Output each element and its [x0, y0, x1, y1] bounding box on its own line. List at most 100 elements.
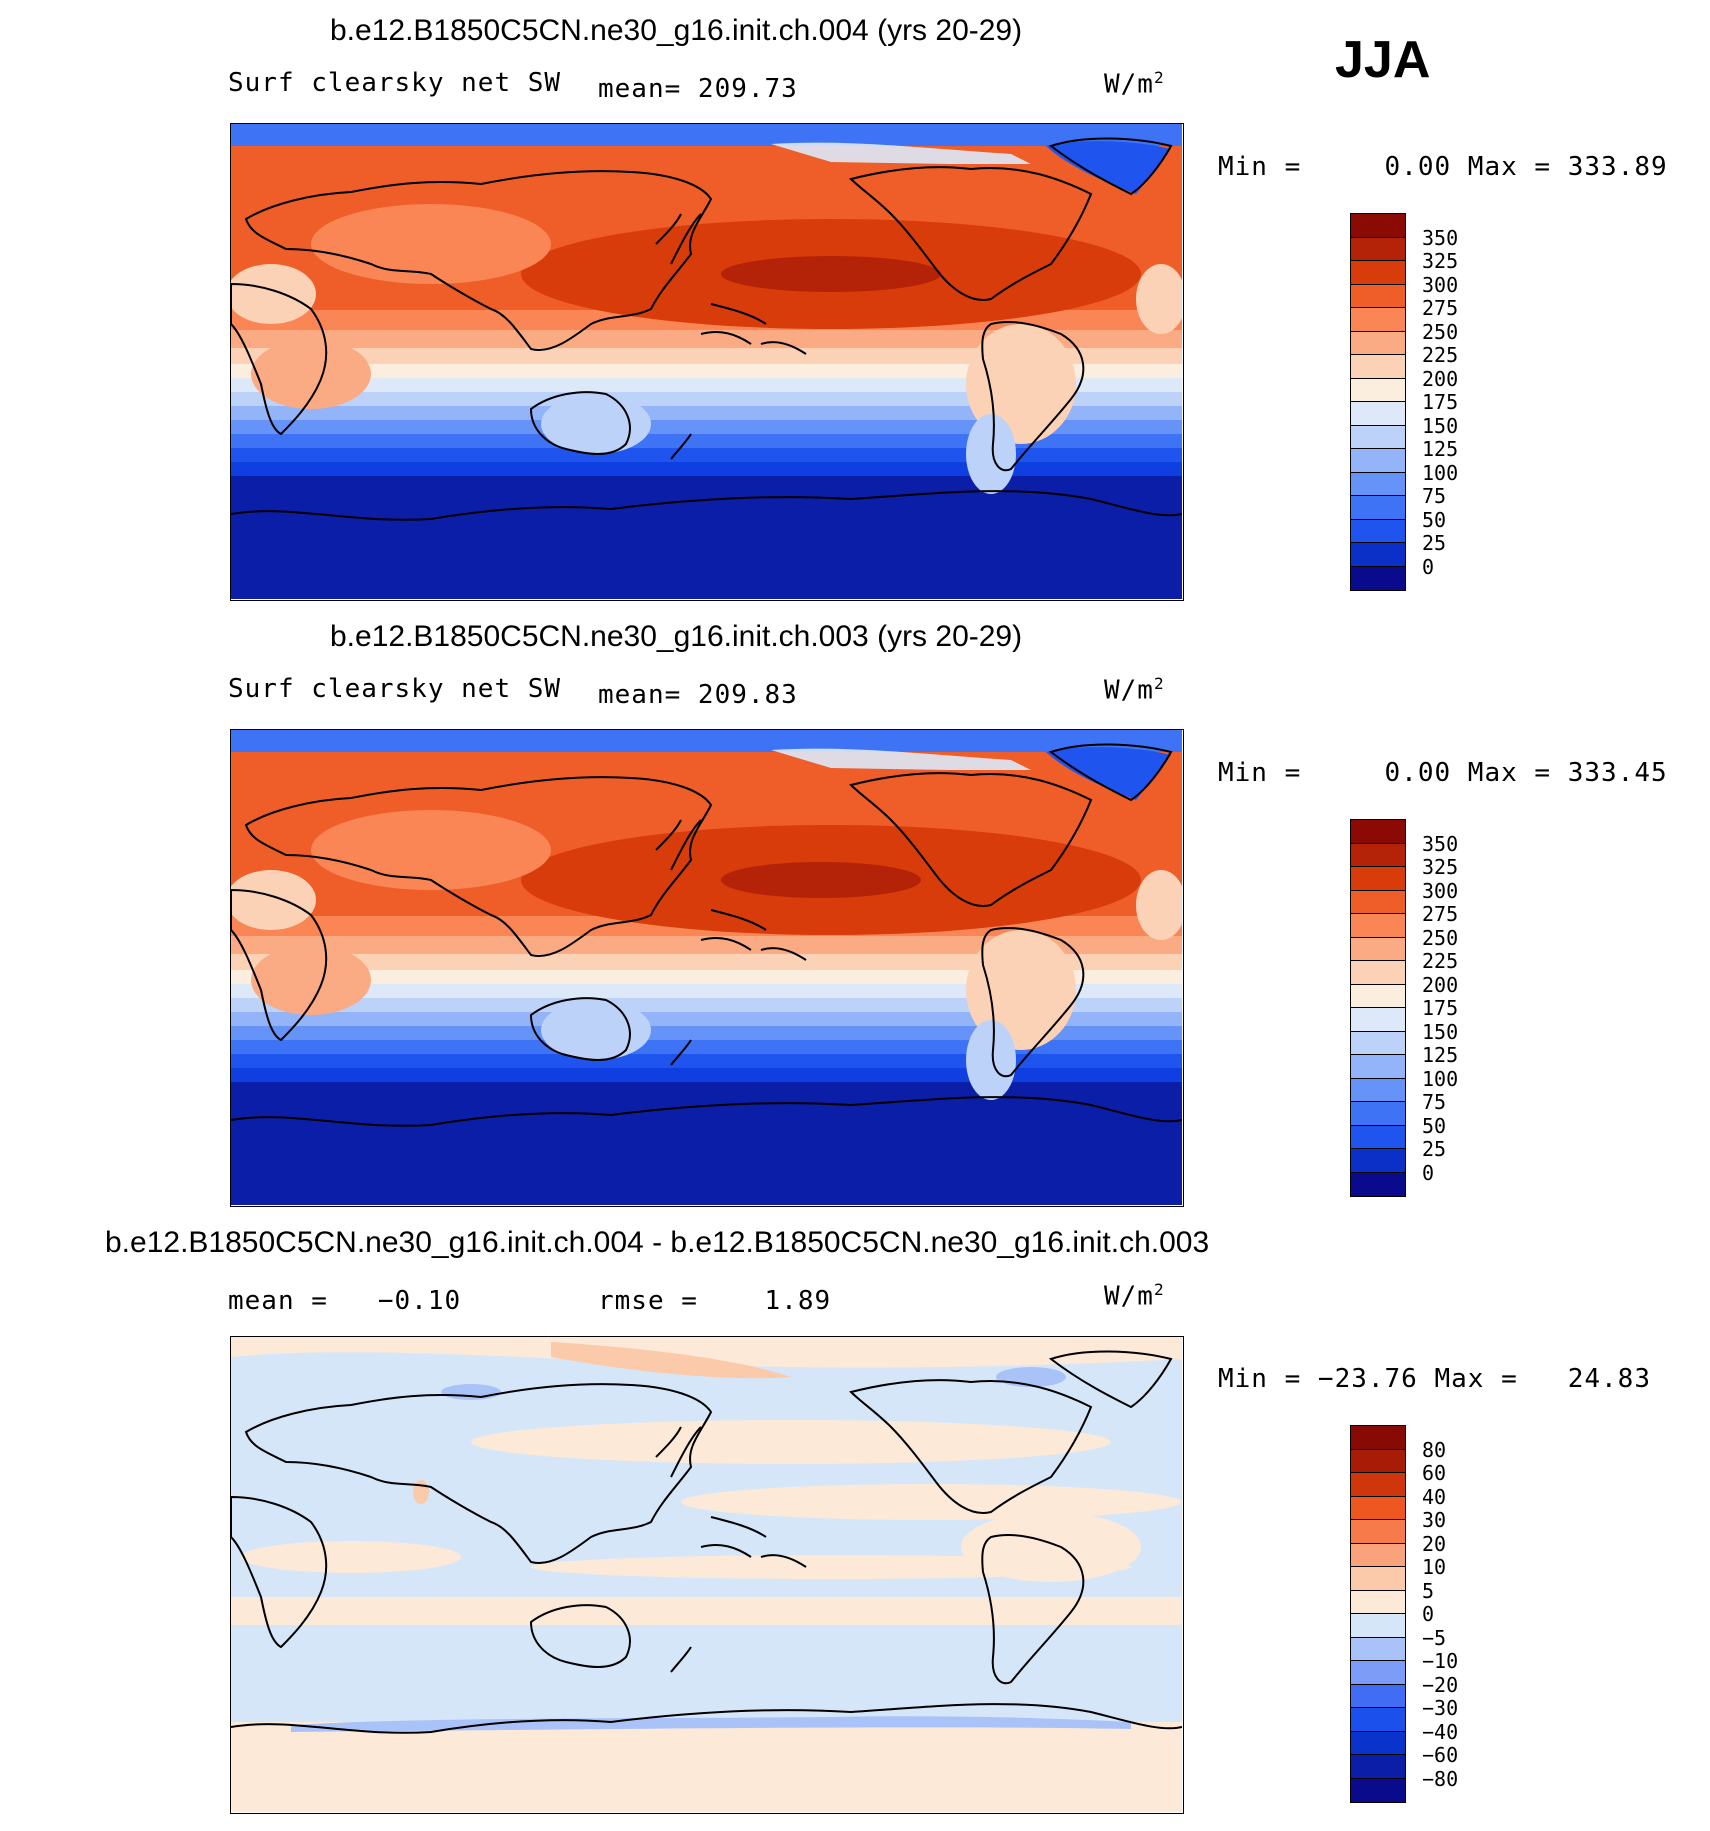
colorbar-box: [1351, 1426, 1405, 1450]
panel-2-minmax: Min = 0.00 Max = 333.45: [1218, 758, 1668, 788]
colorbar-label: 150: [1422, 1020, 1459, 1044]
colorbar-box: [1351, 1055, 1405, 1079]
panel-3-colorbar: [1350, 1425, 1406, 1803]
panel-3-unit: W/m2: [1104, 1280, 1165, 1312]
colorbar-box: [1351, 449, 1405, 473]
colorbar-box: [1351, 1543, 1405, 1567]
colorbar-label: 60: [1422, 1461, 1447, 1485]
colorbar-box: [1351, 1684, 1405, 1708]
colorbar-label: 275: [1422, 296, 1459, 320]
colorbar-label: 150: [1422, 414, 1459, 438]
colorbar-box: [1351, 331, 1405, 355]
panel-2-title: b.e12.B1850C5CN.ne30_g16.init.ch.003 (yr…: [330, 620, 1023, 653]
colorbar-box: [1351, 961, 1405, 985]
colorbar-box: [1351, 890, 1405, 914]
panel-2-map: [230, 729, 1184, 1207]
colorbar-box: [1351, 1449, 1405, 1473]
colorbar-box: [1351, 1008, 1405, 1032]
colorbar-label: 250: [1422, 320, 1459, 344]
panel-2-variable: Surf clearsky net SW: [228, 674, 562, 704]
colorbar-label: −80: [1422, 1767, 1459, 1791]
colorbar-box: [1351, 1520, 1405, 1544]
colorbar-label: 175: [1422, 996, 1459, 1020]
colorbar-box: [1351, 1473, 1405, 1497]
colorbar-label: 350: [1422, 226, 1459, 250]
colorbar-label: 20: [1422, 1532, 1447, 1556]
colorbar-label: −60: [1422, 1743, 1459, 1767]
colorbar-box: [1351, 1731, 1405, 1755]
colorbar-label: 125: [1422, 1043, 1459, 1067]
colorbar-box: [1351, 237, 1405, 261]
colorbar-box: [1351, 820, 1405, 844]
colorbar-label: 25: [1422, 1137, 1447, 1161]
colorbar-box: [1351, 984, 1405, 1008]
colorbar-label: −40: [1422, 1720, 1459, 1744]
colorbar-label: 300: [1422, 879, 1459, 903]
colorbar-box: [1351, 472, 1405, 496]
colorbar-label: −5: [1422, 1626, 1447, 1650]
colorbar-box: [1351, 1172, 1405, 1196]
panel-2-mean: mean= 209.83: [598, 680, 798, 710]
panel-1-title: b.e12.B1850C5CN.ne30_g16.init.ch.004 (yr…: [330, 14, 1023, 47]
colorbar-box: [1351, 1778, 1405, 1802]
panel-1-unit: W/m2: [1104, 68, 1165, 100]
colorbar-label: 50: [1422, 1114, 1447, 1138]
panel-3-rmse: rmse = 1.89: [598, 1286, 832, 1316]
colorbar-box: [1351, 1637, 1405, 1661]
colorbar-box: [1351, 496, 1405, 520]
colorbar-label: 350: [1422, 832, 1459, 856]
colorbar-label: 225: [1422, 343, 1459, 367]
colorbar-box: [1351, 1496, 1405, 1520]
panel-1-colorbar: [1350, 213, 1406, 591]
colorbar-label: 200: [1422, 367, 1459, 391]
colorbar-box: [1351, 1149, 1405, 1173]
colorbar-box: [1351, 1661, 1405, 1685]
colorbar-label: 30: [1422, 1508, 1447, 1532]
colorbar-label: 275: [1422, 902, 1459, 926]
colorbar-box: [1351, 378, 1405, 402]
colorbar-label: 0: [1422, 1602, 1435, 1626]
panel-3-map: [230, 1336, 1184, 1814]
panel-3-mean: mean = −0.10: [228, 1286, 462, 1316]
colorbar-label: 0: [1422, 1161, 1435, 1185]
colorbar-box: [1351, 284, 1405, 308]
colorbar-box: [1351, 1567, 1405, 1591]
colorbar-label: 40: [1422, 1485, 1447, 1509]
colorbar-box: [1351, 1614, 1405, 1638]
panel-1-map: [230, 123, 1184, 601]
colorbar-label: 100: [1422, 461, 1459, 485]
colorbar-label: 10: [1422, 1555, 1447, 1579]
colorbar-box: [1351, 1031, 1405, 1055]
colorbar-label: 175: [1422, 390, 1459, 414]
colorbar-label: 250: [1422, 926, 1459, 950]
colorbar-label: 80: [1422, 1438, 1447, 1462]
colorbar-box: [1351, 1125, 1405, 1149]
panel-2-colorbar: [1350, 819, 1406, 1197]
colorbar-box: [1351, 1102, 1405, 1126]
colorbar-box: [1351, 425, 1405, 449]
colorbar-label: 5: [1422, 1579, 1435, 1603]
colorbar-label: 325: [1422, 855, 1459, 879]
colorbar-box: [1351, 543, 1405, 567]
colorbar-box: [1351, 261, 1405, 285]
panel-3-minmax: Min = −23.76 Max = 24.83: [1218, 1364, 1651, 1394]
colorbar-label: 300: [1422, 273, 1459, 297]
colorbar-label: 100: [1422, 1067, 1459, 1091]
colorbar-box: [1351, 402, 1405, 426]
colorbar-box: [1351, 214, 1405, 238]
colorbar-box: [1351, 914, 1405, 938]
colorbar-label: −20: [1422, 1673, 1459, 1697]
colorbar-box: [1351, 1755, 1405, 1779]
colorbar-label: 0: [1422, 555, 1435, 579]
season-label: JJA: [1335, 31, 1431, 89]
colorbar-label: −10: [1422, 1649, 1459, 1673]
colorbar-box: [1351, 308, 1405, 332]
colorbar-box: [1351, 1078, 1405, 1102]
colorbar-box: [1351, 867, 1405, 891]
colorbar-box: [1351, 1590, 1405, 1614]
colorbar-box: [1351, 355, 1405, 379]
colorbar-label: −30: [1422, 1696, 1459, 1720]
colorbar-box: [1351, 519, 1405, 543]
colorbar-box: [1351, 937, 1405, 961]
panel-2-unit: W/m2: [1104, 674, 1165, 706]
